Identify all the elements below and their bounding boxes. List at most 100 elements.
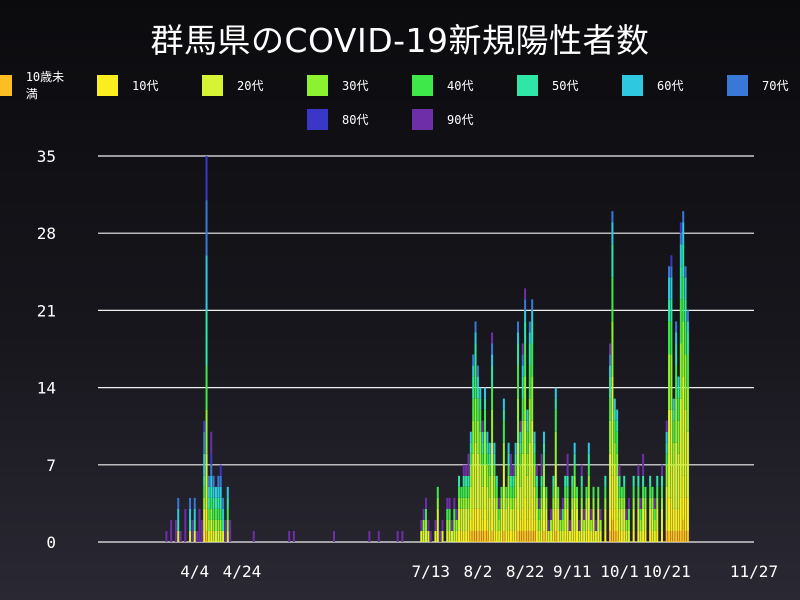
bar-segment bbox=[519, 420, 522, 432]
bar-segment bbox=[642, 453, 645, 476]
bar-segment bbox=[540, 475, 543, 487]
bar-segment bbox=[462, 475, 465, 487]
bar-segment bbox=[566, 508, 569, 531]
bar-segment bbox=[519, 486, 522, 520]
bar-segment bbox=[210, 530, 213, 542]
bar-segment bbox=[424, 497, 428, 509]
bar-segment bbox=[453, 497, 456, 509]
bar-segment bbox=[670, 321, 673, 355]
bar-segment bbox=[528, 508, 531, 531]
bar-segment bbox=[436, 486, 439, 498]
bar-segment bbox=[566, 497, 569, 509]
bar-segment bbox=[684, 530, 687, 542]
bar-segment bbox=[517, 343, 520, 366]
bar-segment bbox=[453, 508, 456, 520]
bar-segment bbox=[632, 530, 635, 542]
bar-segment bbox=[653, 530, 656, 542]
bar-segment bbox=[528, 442, 531, 509]
bar-segment bbox=[517, 508, 520, 531]
bar-segment bbox=[517, 530, 520, 542]
bar-segment bbox=[590, 530, 593, 542]
bar-segment bbox=[616, 409, 619, 421]
bar-segment bbox=[252, 530, 255, 542]
bar-segment bbox=[672, 442, 675, 465]
bar-segment bbox=[604, 486, 607, 498]
bar-segment bbox=[670, 497, 673, 531]
bar-segment bbox=[198, 508, 201, 542]
bar-segment bbox=[203, 497, 206, 509]
bar-segment bbox=[561, 497, 564, 509]
bar-segment bbox=[604, 530, 607, 542]
bar-segment bbox=[670, 277, 673, 300]
bar-segment bbox=[219, 486, 222, 498]
bar-segment bbox=[498, 497, 501, 509]
bar-segment bbox=[521, 398, 524, 421]
bar-segment bbox=[580, 508, 583, 531]
bar-segment bbox=[597, 508, 600, 531]
bar-segment bbox=[623, 497, 626, 509]
bar-segment bbox=[514, 530, 517, 542]
legend-swatch bbox=[622, 74, 643, 96]
bar-segment bbox=[660, 486, 663, 498]
bar-segment bbox=[670, 354, 673, 410]
bar-segment bbox=[637, 475, 640, 487]
bar-segment bbox=[540, 497, 543, 509]
bar-segment bbox=[576, 497, 579, 509]
bar-segment bbox=[450, 519, 453, 531]
bar-segment bbox=[542, 431, 545, 443]
bar-segment bbox=[420, 519, 423, 531]
bar-segment bbox=[222, 530, 225, 542]
bar-segment bbox=[472, 376, 475, 399]
legend-swatch bbox=[202, 74, 223, 96]
bar-segment bbox=[488, 475, 491, 498]
bar-segment bbox=[623, 530, 626, 542]
bar-segment bbox=[514, 464, 517, 476]
bar-segment bbox=[481, 431, 484, 443]
bar-segment bbox=[585, 530, 588, 542]
bar-segment bbox=[665, 486, 668, 520]
bar-segment bbox=[488, 453, 491, 465]
bar-segment bbox=[455, 508, 458, 520]
bar-segment bbox=[564, 497, 567, 509]
bar-segment bbox=[547, 530, 550, 542]
bar-segment bbox=[528, 530, 531, 542]
bar-segment bbox=[332, 530, 335, 542]
bar-segment bbox=[476, 387, 479, 399]
bar-segment bbox=[292, 530, 295, 542]
bar-segment bbox=[660, 530, 663, 542]
bar-segment bbox=[205, 200, 208, 256]
bar-segment bbox=[538, 497, 541, 509]
bar-segment bbox=[512, 530, 515, 542]
bar-segment bbox=[491, 332, 494, 344]
bar-segment bbox=[682, 244, 685, 278]
bar-segment bbox=[196, 530, 199, 542]
x-tick-label: 10/1 bbox=[600, 562, 639, 581]
bar-segment bbox=[177, 530, 180, 542]
bar-segment bbox=[686, 530, 689, 542]
bar-segment bbox=[526, 431, 529, 454]
bar-segment bbox=[637, 486, 640, 498]
bar-segment bbox=[682, 376, 685, 476]
bar-segment bbox=[573, 497, 576, 531]
bar-segment bbox=[458, 497, 461, 509]
bar-segment bbox=[540, 530, 543, 542]
bar-segment bbox=[686, 354, 689, 388]
bar-segment bbox=[528, 321, 531, 333]
bar-segment bbox=[481, 519, 484, 531]
bar-segment bbox=[521, 354, 524, 366]
bar-segment bbox=[672, 508, 675, 531]
bar-segment bbox=[604, 497, 607, 509]
bar-segment bbox=[509, 497, 512, 509]
bar-segment bbox=[668, 409, 671, 498]
bar-segment bbox=[210, 508, 213, 520]
bar-segment bbox=[552, 497, 555, 509]
bar-segment bbox=[557, 497, 560, 509]
bar-segment bbox=[434, 530, 437, 542]
bar-segment bbox=[665, 530, 668, 542]
bar-segment bbox=[649, 497, 652, 509]
bar-segment bbox=[507, 475, 510, 498]
bar-segment bbox=[495, 530, 498, 542]
bar-segment bbox=[222, 497, 225, 509]
bar-segment bbox=[656, 497, 659, 509]
bar-segment bbox=[623, 508, 626, 531]
